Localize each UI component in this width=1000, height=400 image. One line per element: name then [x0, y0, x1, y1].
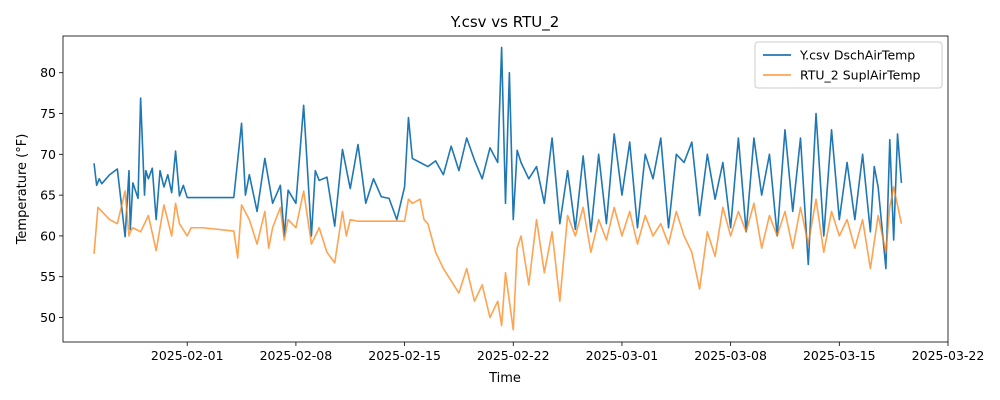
legend-label-1: Y.csv DschAirTemp: [799, 48, 915, 63]
x-tick-label: 2025-03-15: [803, 348, 876, 363]
legend-label-2: RTU_2 SuplAirTemp: [800, 68, 921, 83]
y-axis: 50 55 60 65 70 75 80: [40, 65, 63, 325]
x-tick-label: 2025-03-08: [694, 348, 767, 363]
x-tick-label: 2025-02-01: [151, 348, 224, 363]
series-line-1: [93, 46, 903, 270]
x-tick-label: 2025-02-08: [260, 348, 333, 363]
y-tick-label: 50: [40, 310, 56, 325]
y-tick-label: 80: [40, 65, 56, 80]
y-tick-label: 60: [40, 228, 56, 243]
legend-box: [754, 41, 943, 89]
x-tick-label: 2025-02-22: [477, 348, 550, 363]
y-axis-title: Temperature (°F): [15, 134, 30, 246]
x-tick-label: 2025-02-15: [368, 348, 441, 363]
series-layer: [93, 46, 903, 331]
plot-frame: [62, 35, 949, 343]
y-tick-label: 55: [40, 269, 56, 284]
legend: Y.csv DschAirTemp RTU_2 SuplAirTemp: [754, 41, 943, 89]
series-line-2: [93, 186, 903, 331]
x-tick-label: 2025-03-22: [912, 348, 985, 363]
x-axis: 2025-02-01 2025-02-08 2025-02-15 2025-02-22…: [151, 342, 984, 363]
y-tick-label: 75: [40, 106, 56, 121]
y-tick-label: 65: [40, 188, 56, 203]
x-axis-title: Time: [488, 371, 521, 386]
chart-title: Y.csv vs RTU_2: [450, 13, 560, 32]
x-tick-label: 2025-03-01: [586, 348, 659, 363]
y-tick-label: 70: [40, 147, 56, 162]
